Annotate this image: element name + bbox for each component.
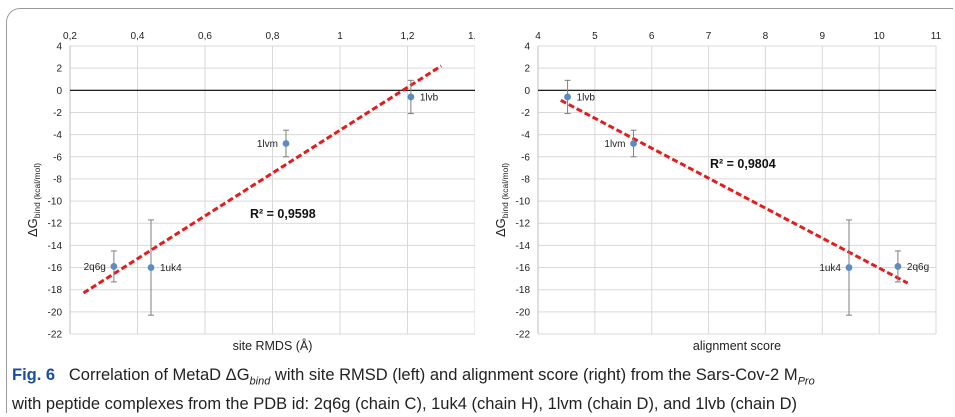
data-point-2q6g: [894, 263, 902, 270]
y-tick-label: -12: [48, 219, 63, 230]
y-tick-label: -2: [53, 108, 62, 119]
chart-left: 4 2 0 -2 -4 -6 -8 -10 -12 -14 -16 -18 -20 -22 0,2 0,4 0,…: [25, 31, 475, 353]
y-tick-label: -18: [516, 285, 531, 296]
x-tick-label: 4: [535, 31, 541, 42]
y-tick-label: -10: [48, 197, 63, 208]
data-label: 1lvm: [604, 139, 625, 150]
y-tick-label: -16: [48, 263, 63, 274]
x-tick-label: 9: [820, 31, 826, 42]
x-tick-label: 5: [592, 31, 598, 42]
x-tick-label: 0,2: [63, 31, 77, 42]
caption-text-3: with peptide complexes from the PDB id: …: [12, 395, 798, 414]
y-tick-label: -20: [48, 307, 63, 318]
y-tick-label: -14: [516, 241, 531, 252]
figure-caption: Fig. 6 Correlation of MetaD ΔGbind with …: [12, 364, 952, 416]
chart-right: 4 2 0 -2 -4 -6 -8 -10 -12 -14 -16 -18 -20 -22 4 5 6 7 8 9 10…: [493, 31, 942, 353]
data-label: 1uk4: [160, 263, 182, 274]
x-tick-label: 1,2: [401, 31, 415, 42]
y-axis-title-sub: bind (kcal/mol): [500, 163, 510, 218]
caption-text-2-sub: Pro: [797, 375, 815, 388]
data-label: 1lvb: [577, 92, 596, 103]
data-point-2q6g: [110, 263, 118, 270]
y-tick-label: -8: [53, 174, 62, 185]
y-tick-label: -10: [516, 197, 531, 208]
data-label: 1lvb: [420, 92, 439, 103]
y-tick-label: 4: [56, 42, 62, 53]
x-tick-label: 10: [874, 31, 886, 42]
y-tick-label: -6: [521, 152, 530, 163]
data-point-1lvm: [282, 140, 290, 147]
y-axis-title: ΔGbind (kcal/mol): [493, 163, 510, 237]
x-tick-label: 1,4: [468, 31, 475, 42]
x-tick-label: 0,6: [198, 31, 212, 42]
x-axis-title: alignment score: [693, 339, 781, 353]
y-tick-label: 4: [524, 42, 530, 53]
r-squared-label: R² = 0,9598: [250, 207, 316, 221]
trendline: [82, 64, 443, 295]
y-tick-label: -4: [521, 130, 530, 141]
data-label: 1uk4: [819, 263, 841, 274]
y-tick-label: -8: [521, 174, 530, 185]
x-axis-title: site RMDS (Å): [233, 338, 313, 353]
y-axis-title-main: ΔG: [25, 218, 40, 237]
y-tick-label: -6: [53, 152, 62, 163]
trendline: [560, 98, 909, 285]
data-point-1uk4: [845, 264, 853, 271]
y-axis-title-main: ΔG: [493, 218, 508, 237]
y-tick-label: -22: [48, 330, 63, 341]
y-tick-label: -4: [53, 130, 62, 141]
y-axis-title: ΔGbind (kcal/mol): [25, 163, 42, 237]
data-label: 1lvm: [257, 139, 278, 150]
r-squared-label: R² = 0,9804: [710, 157, 776, 171]
caption-fig-label: Fig. 6: [12, 366, 56, 384]
x-tick-label: 0,8: [266, 31, 280, 42]
y-tick-label: -22: [516, 330, 531, 341]
y-tick-label: 2: [56, 64, 62, 75]
x-tick-label: 0,4: [131, 31, 145, 42]
y-tick-label: -16: [516, 263, 531, 274]
y-tick-label: -2: [521, 108, 530, 119]
data-point-1uk4: [147, 264, 155, 271]
caption-text-2: with site RMSD (left) and alignment scor…: [270, 366, 798, 384]
data-label: 2q6g: [907, 262, 929, 273]
x-tick-label: 8: [763, 31, 769, 42]
y-tick-label: -12: [516, 219, 531, 230]
data-label: 2q6g: [84, 262, 106, 273]
x-tick-label: 1: [337, 31, 343, 42]
data-point-1lvb: [564, 93, 571, 101]
x-tick-label: 7: [706, 31, 712, 42]
y-tick-label: 0: [56, 86, 62, 97]
data-point-1lvb: [407, 93, 415, 101]
x-tick-label: 6: [649, 31, 655, 42]
y-tick-label: 2: [524, 64, 530, 75]
data-point-1lvm: [630, 140, 637, 147]
y-tick-label: 0: [524, 86, 530, 97]
y-tick-label: -20: [516, 307, 531, 318]
y-tick-label: -14: [48, 241, 63, 252]
x-tick-label: 11: [931, 31, 942, 42]
y-axis-title-sub: bind (kcal/mol): [32, 163, 42, 218]
y-tick-label: -18: [48, 285, 63, 296]
caption-text-1: Correlation of MetaD ΔGbind: [68, 366, 271, 388]
frame-border: [6, 8, 953, 413]
